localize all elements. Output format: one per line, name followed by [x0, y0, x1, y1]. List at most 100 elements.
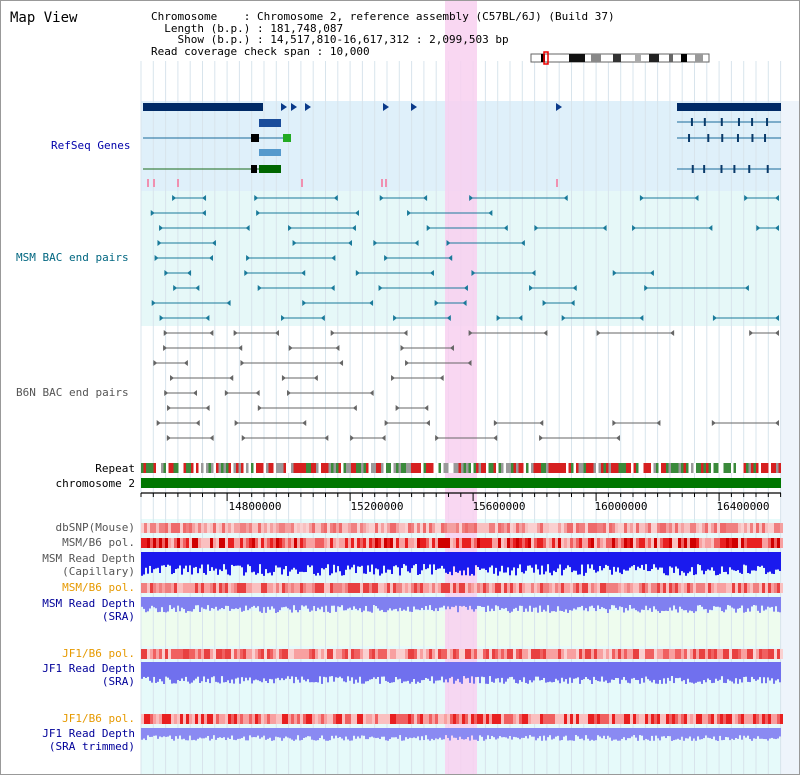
- msm-b6-pol-cell: [462, 538, 465, 548]
- refseq-genes-label[interactable]: RefSeq Genes: [51, 139, 131, 152]
- jf1-b6-pol-cell: [147, 649, 150, 659]
- jf1-trimmed-depth-bar: [449, 728, 451, 741]
- jf1-b6-pol-cell: [492, 649, 495, 659]
- jf1-b6-pol-2-cell: [339, 714, 342, 724]
- jf1-sra-depth-bar: [249, 662, 251, 678]
- repeat-element: [613, 463, 616, 473]
- msm-capillary-depth-bar: [189, 552, 191, 566]
- ideogram-current-position: [543, 51, 549, 65]
- dbsnp-cell: [276, 523, 279, 533]
- jf1-b6-pol-cell: [519, 649, 522, 659]
- dbsnp-cell: [720, 523, 723, 533]
- msm-capillary-depth-bar: [315, 552, 317, 576]
- dbsnp-cell: [780, 523, 783, 533]
- msm-capillary-depth-bar: [317, 552, 319, 573]
- jf1-sra-depth-bar: [451, 662, 453, 677]
- dbsnp-cell: [249, 523, 252, 533]
- msm-b6-pol-cell: [339, 538, 342, 548]
- msm-read-depth-capillary-label[interactable]: MSM Read Depth: [42, 552, 135, 565]
- jf1-trimmed-depth-bar: [711, 728, 713, 739]
- jf1-read-depth-sra-label[interactable]: JF1 Read Depth: [42, 662, 135, 675]
- chromosome-bar: [141, 478, 781, 488]
- msm-capillary-depth-bar: [763, 552, 765, 568]
- msm-b6-pol-2-cell: [510, 583, 513, 593]
- msm-capillary-depth-bar: [553, 552, 555, 571]
- jf1-b6-pol-cell: [177, 649, 180, 659]
- msm-b6-pol-cell: [570, 538, 573, 548]
- jf1-b6-pol-2-cell: [333, 714, 336, 724]
- refseq-exon: [251, 134, 259, 142]
- msm-b6-pol-2-cell: [381, 583, 384, 593]
- repeat-element: [281, 463, 284, 473]
- msm-capillary-depth-bar: [313, 552, 315, 574]
- b6n-bac-label[interactable]: B6N BAC end pairs: [16, 386, 129, 399]
- jf1-b6-pol-2-cell: [297, 714, 300, 724]
- msm-sra-depth-bar: [409, 597, 411, 612]
- dbsnp-cell: [402, 523, 405, 533]
- msm-b6-pol-2-label[interactable]: MSM/B6 pol.: [62, 581, 135, 594]
- msm-bac-pair-end: [355, 270, 360, 276]
- jf1-trimmed-depth-bar: [459, 728, 461, 737]
- msm-sra-depth-bar: [397, 597, 399, 612]
- repeat-element: [646, 463, 649, 473]
- msm-capillary-depth-bar: [547, 552, 549, 565]
- jf1-b6-pol-2-cell: [549, 714, 552, 724]
- jf1-b6-pol-cell: [456, 649, 459, 659]
- msm-sra-depth-bar: [563, 597, 565, 612]
- msm-sra-depth-bar: [681, 597, 683, 609]
- jf1-sra-depth-bar: [693, 662, 695, 684]
- msm-bac-pair-end: [331, 255, 336, 261]
- jf1-b6-pol-cell: [594, 649, 597, 659]
- jf1-trimmed-depth-bar: [371, 728, 373, 737]
- msm-capillary-depth-bar: [555, 552, 557, 573]
- msm-bac-label[interactable]: MSM BAC end pairs: [16, 251, 129, 264]
- msm-b6-pol-cell: [564, 538, 567, 548]
- repeat-element: [503, 463, 506, 473]
- jf1-b6-pol-2-cell: [708, 714, 711, 724]
- jf1-b6-pol-2-cell: [375, 714, 378, 724]
- jf1-trimmed-depth-bar: [725, 728, 727, 738]
- jf1-b6-pol-2-cell: [273, 714, 276, 724]
- jf1-b6-pol-label[interactable]: JF1/B6 pol.: [62, 647, 135, 660]
- b6n-bac-pair-end: [183, 360, 188, 366]
- jf1-b6-pol-2-label[interactable]: JF1/B6 pol.: [62, 712, 135, 725]
- msm-capillary-depth-bar: [271, 552, 273, 576]
- chromosome-line: Chromosome : Chromosome 2, reference ass…: [151, 10, 615, 23]
- jf1-sra-depth-bar: [773, 662, 775, 684]
- msm-sra-depth-bar: [237, 597, 239, 610]
- msm-capillary-depth-bar: [301, 552, 303, 572]
- msm-b6-pol-2-cell: [738, 583, 741, 593]
- jf1-trimmed-depth-bar: [171, 728, 173, 740]
- dbsnp-label[interactable]: dbSNP(Mouse): [55, 521, 135, 534]
- repeat-element: [441, 463, 444, 473]
- jf1-trimmed-depth-bar: [335, 728, 337, 736]
- msm-capillary-depth-bar: [257, 552, 259, 574]
- msm-b6-pol-cell: [522, 538, 525, 548]
- msm-sra-depth-bar: [307, 597, 309, 609]
- repeat-label[interactable]: Repeat: [95, 462, 135, 475]
- repeat-element: [713, 463, 716, 473]
- repeat-element: [246, 463, 249, 473]
- msm-sra-depth-bar: [165, 597, 167, 613]
- jf1-read-depth-trimmed-label[interactable]: JF1 Read Depth: [42, 727, 135, 740]
- jf1-trimmed-depth-bar: [643, 728, 645, 741]
- jf1-trimmed-depth-bar: [543, 728, 545, 736]
- jf1-trimmed-depth-bar: [639, 728, 641, 736]
- jf1-sra-depth-bar: [671, 662, 673, 677]
- msm-b6-pol-label[interactable]: MSM/B6 pol.: [62, 536, 135, 549]
- msm-read-depth-sra-label[interactable]: MSM Read Depth: [42, 597, 135, 610]
- jf1-trimmed-depth-bar: [305, 728, 307, 738]
- chromosome-label[interactable]: chromosome 2: [55, 477, 135, 490]
- jf1-trimmed-depth-bar: [203, 728, 205, 739]
- jf1-b6-pol-2-cell: [345, 714, 348, 724]
- msm-b6-pol-2-cell: [189, 583, 192, 593]
- jf1-b6-pol-cell: [441, 649, 444, 659]
- dbsnp-cell: [522, 523, 525, 533]
- msm-b6-pol-2-cell: [645, 583, 648, 593]
- msm-b6-pol-2-cell: [585, 583, 588, 593]
- jf1-trimmed-depth-bar: [689, 728, 691, 737]
- msm-sra-depth-bar: [695, 597, 697, 612]
- jf1-sra-depth-bar: [429, 662, 431, 681]
